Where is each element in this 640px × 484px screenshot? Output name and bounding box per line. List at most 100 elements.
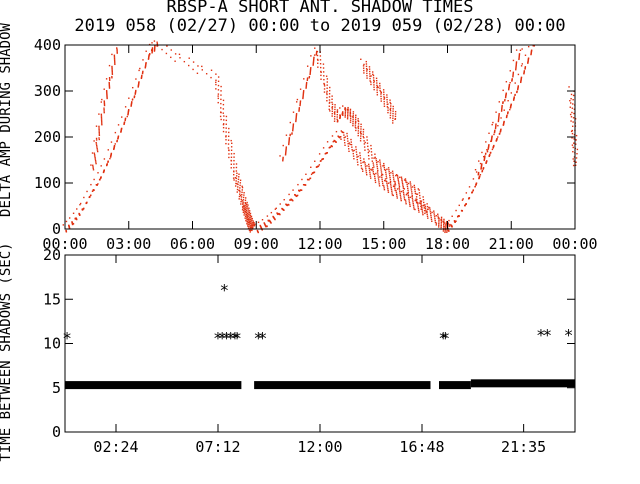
top-point bbox=[390, 172, 392, 174]
top-point bbox=[384, 178, 387, 180]
top-point bbox=[369, 77, 371, 80]
top-point bbox=[359, 137, 362, 140]
top-point bbox=[490, 139, 493, 141]
top-point bbox=[314, 47, 316, 49]
top-point bbox=[315, 54, 318, 56]
top-point bbox=[519, 49, 522, 51]
top-point bbox=[377, 173, 379, 175]
top-point bbox=[322, 147, 325, 149]
top-point bbox=[403, 193, 405, 195]
top-point bbox=[326, 141, 329, 143]
bottom-xtick-label: 07:12 bbox=[195, 438, 240, 456]
top-point bbox=[274, 208, 277, 210]
top-point bbox=[107, 149, 109, 151]
bottom-ytick-label: 20 bbox=[43, 246, 61, 264]
top-point bbox=[100, 121, 103, 123]
top-point bbox=[242, 202, 244, 205]
top-point bbox=[288, 140, 290, 142]
top-point bbox=[483, 156, 486, 159]
top-point bbox=[328, 99, 331, 101]
top-point bbox=[124, 106, 127, 108]
top-point bbox=[369, 173, 371, 175]
top-point bbox=[174, 60, 176, 62]
top-point bbox=[239, 194, 242, 197]
top-point bbox=[443, 222, 445, 224]
top-point bbox=[79, 202, 82, 205]
top-point bbox=[245, 220, 247, 222]
top-point bbox=[373, 166, 375, 168]
bottom-band-2 bbox=[439, 381, 471, 390]
top-point bbox=[396, 174, 399, 177]
top-point bbox=[429, 211, 432, 213]
top-point bbox=[407, 187, 409, 190]
top-point bbox=[381, 176, 383, 179]
top-point bbox=[396, 188, 399, 190]
top-series-7 bbox=[568, 86, 579, 167]
top-point bbox=[381, 178, 383, 181]
top-point bbox=[394, 182, 396, 184]
top-point bbox=[323, 85, 326, 87]
top-point bbox=[106, 91, 108, 93]
top-point bbox=[329, 86, 331, 89]
top-point bbox=[247, 211, 249, 213]
top-point bbox=[391, 192, 393, 194]
top-point bbox=[348, 150, 350, 153]
top-point bbox=[491, 136, 493, 139]
top-point bbox=[380, 91, 382, 93]
top-point bbox=[92, 167, 94, 169]
top-point bbox=[502, 102, 504, 104]
top-point bbox=[374, 153, 376, 155]
top-point bbox=[98, 134, 101, 136]
top-point bbox=[68, 217, 71, 219]
top-point bbox=[363, 72, 365, 74]
top-point bbox=[376, 171, 379, 173]
top-point bbox=[399, 191, 401, 193]
top-point bbox=[310, 173, 313, 176]
top-point bbox=[382, 184, 384, 187]
top-point bbox=[179, 57, 181, 59]
top-point bbox=[249, 212, 252, 215]
top-point bbox=[151, 50, 153, 52]
top-point bbox=[493, 131, 496, 133]
top-point bbox=[520, 80, 522, 83]
top-point bbox=[510, 92, 513, 94]
top-point bbox=[372, 162, 374, 164]
top-point bbox=[243, 214, 245, 216]
top-point bbox=[510, 103, 512, 105]
top-point bbox=[518, 57, 520, 59]
top-point bbox=[336, 113, 339, 116]
top-point bbox=[344, 144, 346, 146]
top-point bbox=[352, 115, 354, 117]
top-point bbox=[389, 117, 392, 119]
top-point bbox=[440, 224, 442, 227]
top-point bbox=[472, 178, 475, 180]
top-point bbox=[501, 107, 503, 109]
top-point bbox=[248, 213, 250, 216]
top-point bbox=[246, 214, 248, 217]
top-point bbox=[241, 186, 244, 189]
top-point bbox=[349, 111, 352, 114]
top-point bbox=[352, 150, 354, 152]
top-point bbox=[392, 176, 395, 178]
top-point bbox=[383, 98, 385, 100]
top-point bbox=[488, 144, 490, 146]
top-point bbox=[407, 191, 410, 194]
top-point bbox=[225, 131, 227, 133]
top-point bbox=[249, 221, 251, 224]
top-point bbox=[241, 200, 243, 202]
top-point bbox=[141, 72, 144, 75]
top-point bbox=[363, 160, 365, 163]
top-point bbox=[346, 116, 349, 118]
top-point bbox=[148, 55, 150, 57]
top-point bbox=[326, 92, 328, 94]
top-point bbox=[392, 194, 394, 197]
top-point bbox=[344, 107, 346, 109]
top-point bbox=[72, 223, 75, 225]
top-point bbox=[387, 107, 389, 109]
top-point bbox=[527, 59, 529, 62]
top-point bbox=[132, 86, 134, 89]
top-point bbox=[383, 162, 385, 165]
top-point bbox=[245, 213, 248, 216]
top-point bbox=[292, 130, 294, 132]
top-point bbox=[375, 172, 377, 175]
